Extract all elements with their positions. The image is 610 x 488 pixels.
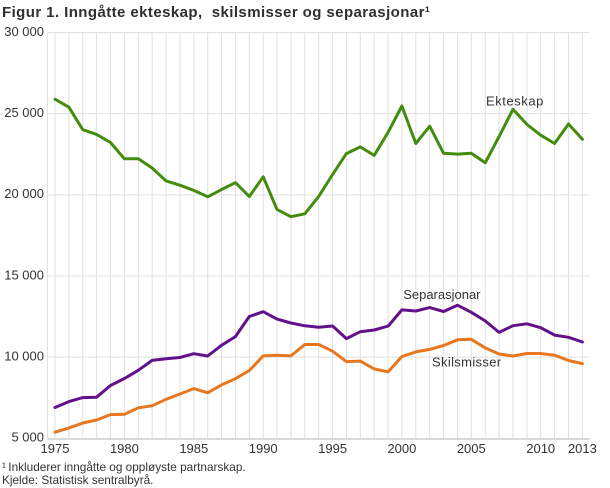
- svg-text:2013: 2013: [568, 441, 597, 456]
- svg-text:15 000: 15 000: [4, 267, 44, 282]
- svg-text:Separasjonar: Separasjonar: [403, 287, 481, 302]
- svg-text:Skilsmisser: Skilsmisser: [432, 354, 502, 369]
- svg-text:2000: 2000: [387, 441, 416, 456]
- svg-text:1985: 1985: [179, 441, 208, 456]
- svg-text:1995: 1995: [318, 441, 347, 456]
- svg-text:20 000: 20 000: [4, 186, 44, 201]
- svg-text:25 000: 25 000: [4, 105, 44, 120]
- svg-text:2005: 2005: [457, 441, 486, 456]
- svg-text:1975: 1975: [41, 441, 70, 456]
- svg-text:1990: 1990: [249, 441, 278, 456]
- svg-text:2010: 2010: [526, 441, 555, 456]
- svg-text:30 000: 30 000: [4, 24, 44, 39]
- svg-text:10 000: 10 000: [4, 348, 44, 363]
- svg-text:5 000: 5 000: [11, 430, 44, 445]
- svg-text:1980: 1980: [110, 441, 139, 456]
- svg-text:Ekteskap: Ekteskap: [486, 93, 544, 108]
